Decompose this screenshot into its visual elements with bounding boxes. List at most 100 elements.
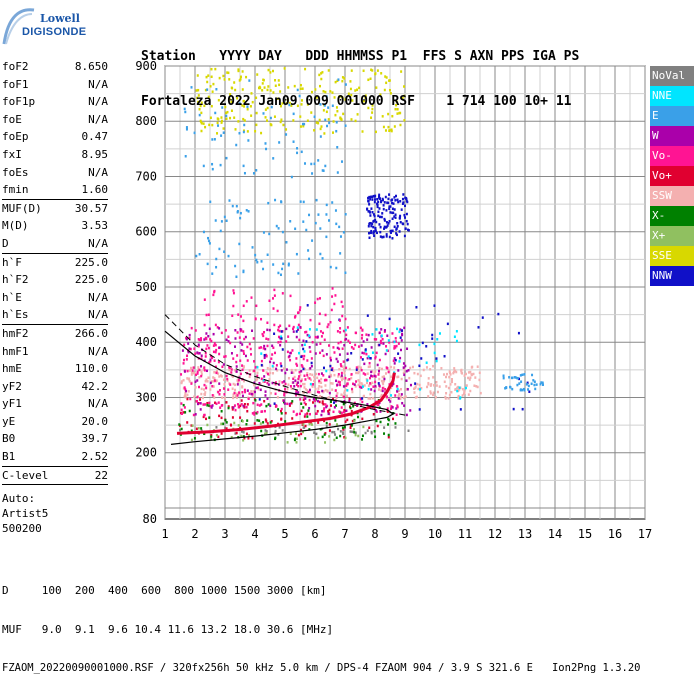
echo-point-sse <box>347 92 350 96</box>
echo-point-ssw <box>213 377 216 380</box>
echo-point-vo <box>242 304 245 308</box>
echo-point-ssw <box>457 397 460 400</box>
echo-point-ssw <box>357 365 360 369</box>
echo-point-nnw <box>383 225 386 229</box>
echo-point-e <box>245 208 248 212</box>
echo-point-nnw <box>403 213 406 217</box>
echo-point-vo <box>214 323 217 327</box>
echo-point-nnw <box>383 219 386 222</box>
echo-point-noval <box>325 425 328 428</box>
echo-point-w <box>308 346 311 349</box>
echo-point-vo <box>316 297 319 301</box>
echo-point-ssw <box>400 377 403 381</box>
echo-point-vo <box>354 343 357 347</box>
echo-point-ssw <box>426 385 429 389</box>
echo-point-nne <box>398 360 401 363</box>
echo-point-w <box>269 404 272 407</box>
param-value: 110.0 <box>74 362 108 376</box>
echo-point-noval <box>315 432 318 436</box>
echo-point-ssw <box>341 376 344 379</box>
echo-point-vo <box>240 403 243 406</box>
legend-entry-w: W <box>650 126 694 146</box>
echo-point-vo <box>238 336 241 339</box>
echo-point-nnw <box>378 343 381 347</box>
echo-point-e <box>247 210 250 213</box>
echo-point-ssw <box>206 380 209 383</box>
echo-point-nnw <box>526 381 529 385</box>
echo-point-vo <box>281 292 284 295</box>
echo-point-nnw <box>366 207 369 211</box>
echo-point-w <box>200 365 203 368</box>
echo-point-sse <box>272 91 275 94</box>
echo-point-vo <box>349 426 352 430</box>
echo-point-w <box>409 383 412 387</box>
echo-point-w <box>329 359 332 362</box>
echo-point-ssw <box>298 393 301 397</box>
echo-point-ssw <box>454 387 457 391</box>
echo-point-e <box>344 213 347 216</box>
param-key: fxI <box>2 147 22 161</box>
echo-point-e <box>285 133 288 136</box>
echo-point-sse <box>197 94 200 97</box>
echo-point-nnw <box>389 231 392 234</box>
echo-point-e <box>510 376 513 380</box>
echo-point-w <box>370 374 373 378</box>
echo-point-ssw <box>422 368 425 372</box>
echo-point-ssw <box>223 383 226 386</box>
echo-point-e <box>532 379 535 382</box>
echo-point-nne <box>455 339 458 343</box>
echo-point-ssw <box>427 383 430 386</box>
echo-point-e <box>287 263 290 267</box>
echo-point-w <box>187 350 190 354</box>
echo-point-e <box>301 122 304 126</box>
echo-point-nnw <box>517 331 520 335</box>
echo-point-sse <box>255 111 258 115</box>
echo-point-ssw <box>201 396 204 400</box>
echo-point-ssw <box>467 376 470 380</box>
echo-point-ssw <box>429 384 432 387</box>
echo-point-sse <box>207 74 210 77</box>
echo-point-nnw <box>394 213 397 216</box>
echo-point-vo <box>321 401 324 405</box>
echo-point-sse <box>227 71 230 75</box>
x-tick-label: 3 <box>221 527 228 541</box>
echo-point-w <box>230 352 233 355</box>
echo-point-vo <box>337 372 340 376</box>
echo-point-sse <box>198 108 201 111</box>
echo-point-w <box>409 409 412 412</box>
echo-point-w <box>353 383 356 386</box>
echo-point-nnw <box>367 199 370 203</box>
echo-point-vo <box>261 332 264 336</box>
echo-point-vo <box>299 398 302 401</box>
echo-point-ssw <box>378 367 381 370</box>
echo-point-noval <box>178 428 181 432</box>
echo-point-ssw <box>473 384 476 387</box>
echo-point-nnw <box>280 337 283 340</box>
echo-point-vo <box>318 312 321 316</box>
echo-point-e <box>324 164 327 168</box>
echo-point-sse <box>321 71 324 74</box>
echo-point-vo <box>309 421 312 424</box>
echo-point-e <box>508 376 511 379</box>
echo-point-nnw <box>395 232 398 235</box>
echo-point-vo <box>304 403 307 406</box>
echo-point-ssw <box>253 383 256 387</box>
param-key: B1 <box>2 450 16 464</box>
echo-point-vo <box>392 417 395 421</box>
echo-point-ssw <box>455 370 458 374</box>
echo-point-noval <box>281 429 284 432</box>
footer-file-info: FZAOM_20220090001000.RSF / 320fx256h 50 … <box>2 662 641 674</box>
echo-point-sse <box>334 113 337 117</box>
echo-point-nnw <box>388 193 391 196</box>
echo-point-ssw <box>210 380 213 383</box>
echo-point-sse <box>250 114 253 117</box>
param-key: foF1 <box>2 77 29 91</box>
echo-point-noval <box>274 429 277 433</box>
echo-point-vo <box>242 319 245 323</box>
echo-point-nnw <box>368 236 371 240</box>
echo-point-x <box>220 410 223 413</box>
echo-point-vo <box>263 409 266 413</box>
echo-point-vo <box>312 401 315 404</box>
echo-point-e <box>325 235 328 239</box>
echo-point-ssw <box>338 367 341 371</box>
